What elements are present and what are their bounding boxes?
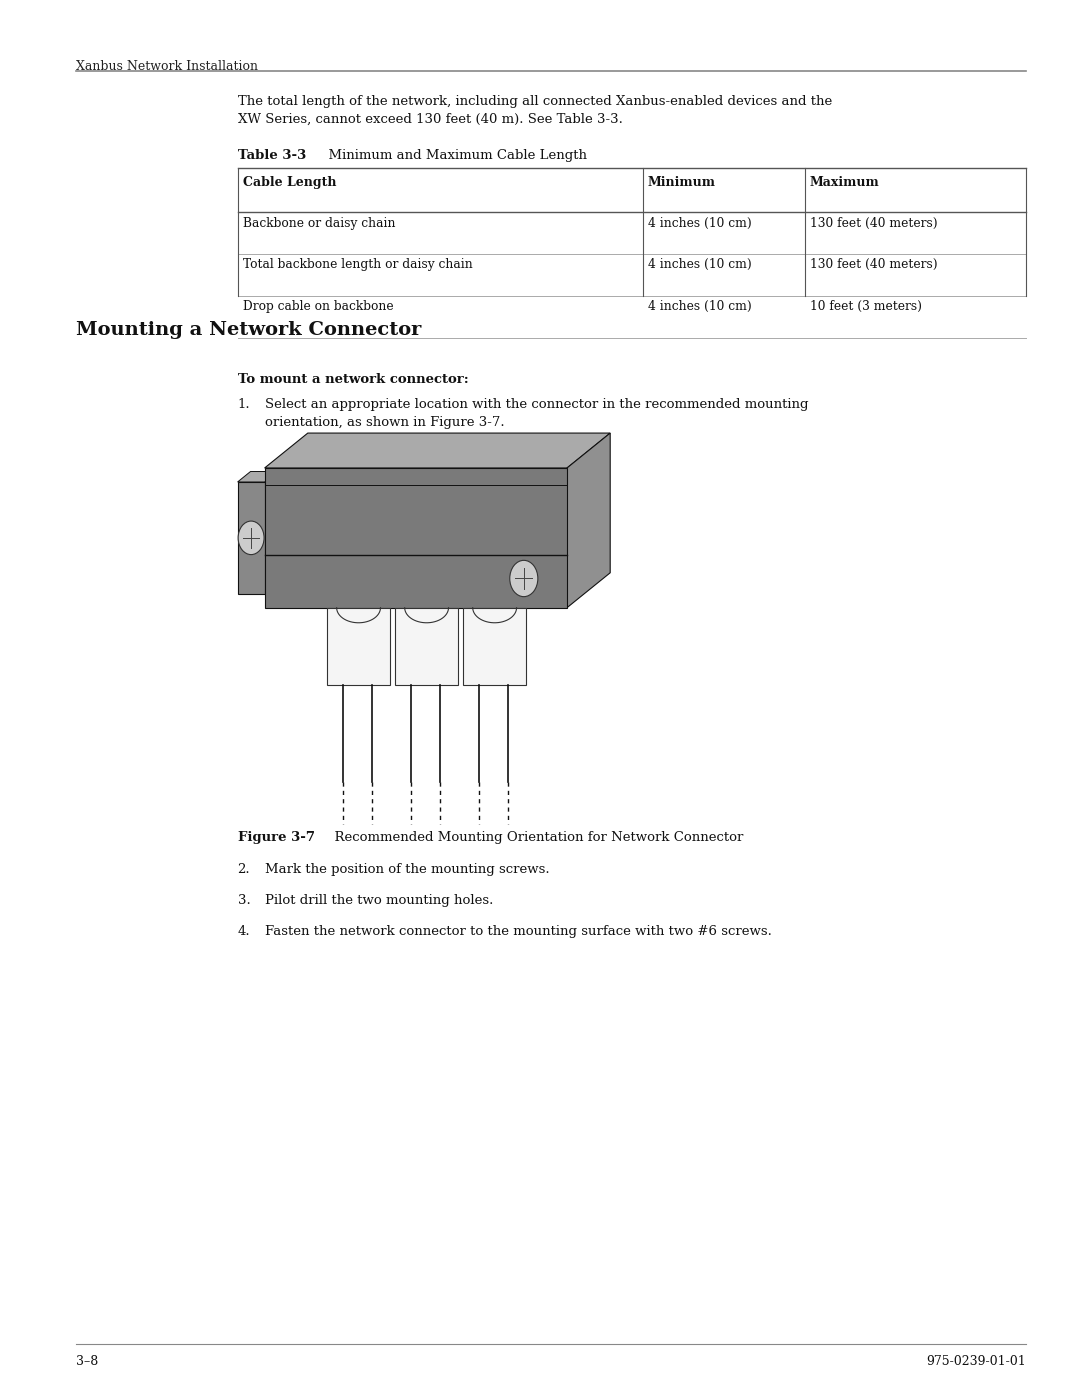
Text: Pilot drill the two mounting holes.: Pilot drill the two mounting holes.: [265, 894, 492, 907]
Text: 10 feet (3 meters): 10 feet (3 meters): [810, 300, 922, 313]
Circle shape: [239, 521, 265, 555]
Text: 4 inches (10 cm): 4 inches (10 cm): [648, 258, 752, 271]
Polygon shape: [238, 482, 265, 594]
Text: 1.: 1.: [238, 398, 251, 411]
Text: 4 inches (10 cm): 4 inches (10 cm): [648, 300, 752, 313]
Text: The total length of the network, including all connected Xanbus-enabled devices : The total length of the network, includi…: [238, 95, 832, 126]
Text: Cable Length: Cable Length: [243, 176, 337, 189]
Polygon shape: [463, 608, 526, 685]
Text: Recommended Mounting Orientation for Network Connector: Recommended Mounting Orientation for Net…: [326, 831, 743, 844]
Text: Maximum: Maximum: [810, 176, 880, 189]
Text: 4 inches (10 cm): 4 inches (10 cm): [648, 217, 752, 229]
Polygon shape: [265, 468, 567, 608]
Text: Fasten the network connector to the mounting surface with two #6 screws.: Fasten the network connector to the moun…: [265, 925, 771, 937]
Text: 975-0239-01-01: 975-0239-01-01: [927, 1355, 1026, 1368]
Text: 3–8: 3–8: [76, 1355, 98, 1368]
Text: Select an appropriate location with the connector in the recommended mounting
or: Select an appropriate location with the …: [265, 398, 808, 429]
Polygon shape: [265, 433, 610, 468]
Text: 3.: 3.: [238, 894, 251, 907]
Text: Xanbus Network Installation: Xanbus Network Installation: [76, 60, 258, 73]
Text: Minimum: Minimum: [648, 176, 716, 189]
Text: Figure 3-7: Figure 3-7: [238, 831, 314, 844]
Text: 130 feet (40 meters): 130 feet (40 meters): [810, 217, 937, 229]
Text: To mount a network connector:: To mount a network connector:: [238, 373, 469, 386]
Text: Mark the position of the mounting screws.: Mark the position of the mounting screws…: [265, 863, 550, 876]
Text: Backbone or daisy chain: Backbone or daisy chain: [243, 217, 395, 229]
Text: Minimum and Maximum Cable Length: Minimum and Maximum Cable Length: [320, 149, 586, 162]
Text: Total backbone length or daisy chain: Total backbone length or daisy chain: [243, 258, 473, 271]
Text: 2.: 2.: [238, 863, 251, 876]
Text: 4.: 4.: [238, 925, 251, 937]
Polygon shape: [395, 608, 458, 685]
Text: 130 feet (40 meters): 130 feet (40 meters): [810, 258, 937, 271]
Polygon shape: [327, 608, 390, 685]
Polygon shape: [567, 433, 610, 608]
Text: Table 3-3: Table 3-3: [238, 149, 306, 162]
Text: Drop cable on backbone: Drop cable on backbone: [243, 300, 393, 313]
Circle shape: [510, 560, 538, 597]
Text: Mounting a Network Connector: Mounting a Network Connector: [76, 321, 421, 339]
Polygon shape: [238, 472, 278, 482]
